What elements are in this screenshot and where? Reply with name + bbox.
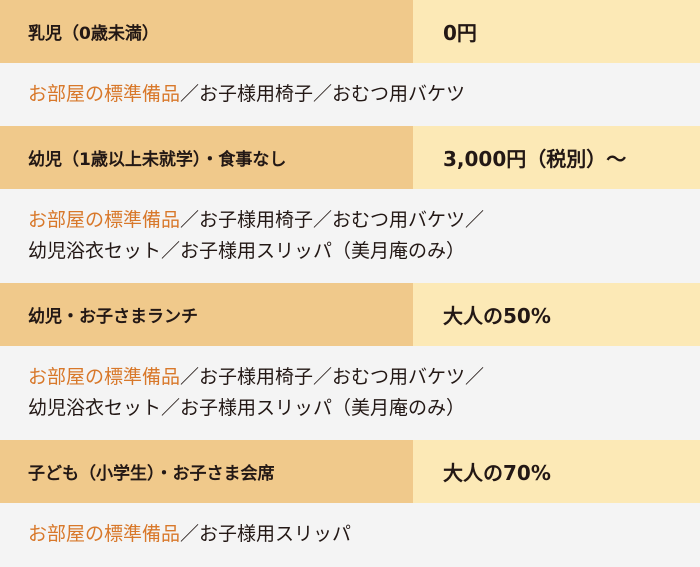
- amenities: お部屋の標準備品／お子様用椅子／おむつ用バケツ／ 幼児浴衣セット／お子様用スリッパ…: [0, 189, 700, 283]
- row-header: 乳児（0歳未満） 0円: [0, 0, 700, 63]
- row-header: 幼児・お子さまランチ 大人の50%: [0, 283, 700, 346]
- category-label: 乳児（0歳未満）: [0, 0, 413, 63]
- price: 大人の70%: [413, 440, 700, 503]
- amenities: お部屋の標準備品／お子様用椅子／おむつ用バケツ: [0, 63, 700, 126]
- row-header: 子ども（小学生）・お子さま会席 大人の70%: [0, 440, 700, 503]
- price: 0円: [413, 0, 700, 63]
- amenity-line: ／お子様用椅子／おむつ用バケツ／: [180, 209, 485, 231]
- category-label: 幼児（1歳以上未就学）・食事なし: [0, 126, 413, 189]
- highlight: お部屋の標準備品: [28, 366, 181, 388]
- price: 大人の50%: [413, 283, 700, 346]
- category-label: 幼児・お子さまランチ: [0, 283, 413, 346]
- amenity-line: ／お子様用椅子／おむつ用バケツ／: [180, 366, 485, 388]
- amenity-line: ／お子様用椅子／おむつ用バケツ: [180, 83, 466, 105]
- highlight: お部屋の標準備品: [28, 83, 181, 105]
- price: 3,000円（税別）～: [413, 126, 700, 189]
- amenities: お部屋の標準備品／お子様用スリッパ: [0, 503, 700, 566]
- row-header: 幼児（1歳以上未就学）・食事なし 3,000円（税別）～: [0, 126, 700, 189]
- highlight: お部屋の標準備品: [28, 209, 181, 231]
- amenity-line: 幼児浴衣セット／お子様用スリッパ（美月庵のみ）: [28, 240, 466, 262]
- highlight: お部屋の標準備品: [28, 523, 181, 545]
- amenity-line: ／お子様用スリッパ: [180, 523, 352, 545]
- category-label: 子ども（小学生）・お子さま会席: [0, 440, 413, 503]
- amenities: お部屋の標準備品／お子様用椅子／おむつ用バケツ／ 幼児浴衣セット／お子様用スリッパ…: [0, 346, 700, 440]
- amenity-line: 幼児浴衣セット／お子様用スリッパ（美月庵のみ）: [28, 397, 466, 419]
